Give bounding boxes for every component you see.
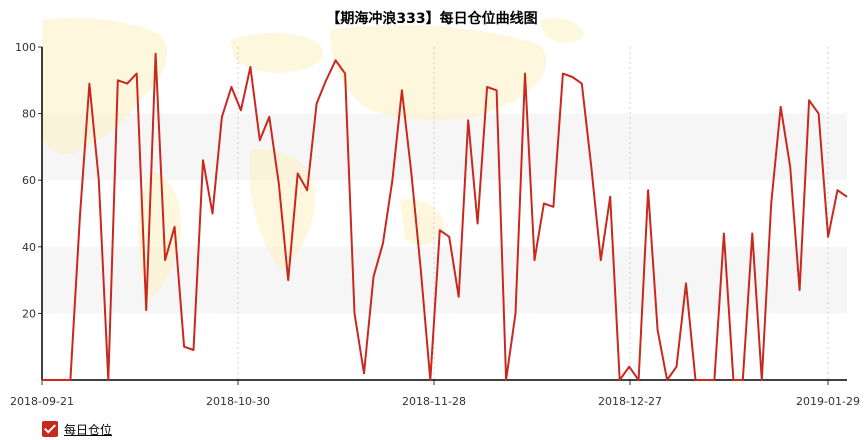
y-tick-label: 100 — [15, 41, 36, 54]
x-tick-label: 2018-11-28 — [402, 395, 466, 408]
series-line-daily-position — [42, 52, 848, 381]
series-lines — [42, 52, 848, 381]
x-tick-label: 2018-10-30 — [206, 395, 270, 408]
chart-title: 【期海冲浪333】每日仓位曲线图 — [326, 11, 538, 27]
y-tick-labels: 20 40 60 80 100 — [15, 41, 36, 320]
legend-label[interactable]: 每日仓位 — [64, 422, 113, 437]
x-tick-label: 2019-01-29 — [796, 395, 860, 408]
background-bands — [42, 113, 847, 314]
y-tick-label: 80 — [22, 108, 36, 121]
world-map-watermark — [42, 17, 585, 300]
background-band-0 — [42, 113, 847, 181]
x-tick-label: 2018-09-21 — [10, 395, 74, 408]
legend-item[interactable]: 每日仓位 — [42, 420, 112, 438]
legend-checkbox-icon[interactable] — [42, 421, 58, 437]
y-tick-label: 40 — [22, 241, 36, 254]
x-tick-labels: 2018-09-21 2018-10-30 2018-11-28 2018-12-27… — [10, 395, 860, 408]
y-tick-label: 60 — [22, 174, 36, 187]
y-tick-label: 20 — [22, 307, 36, 320]
x-tick-label: 2018-12-27 — [598, 395, 662, 408]
